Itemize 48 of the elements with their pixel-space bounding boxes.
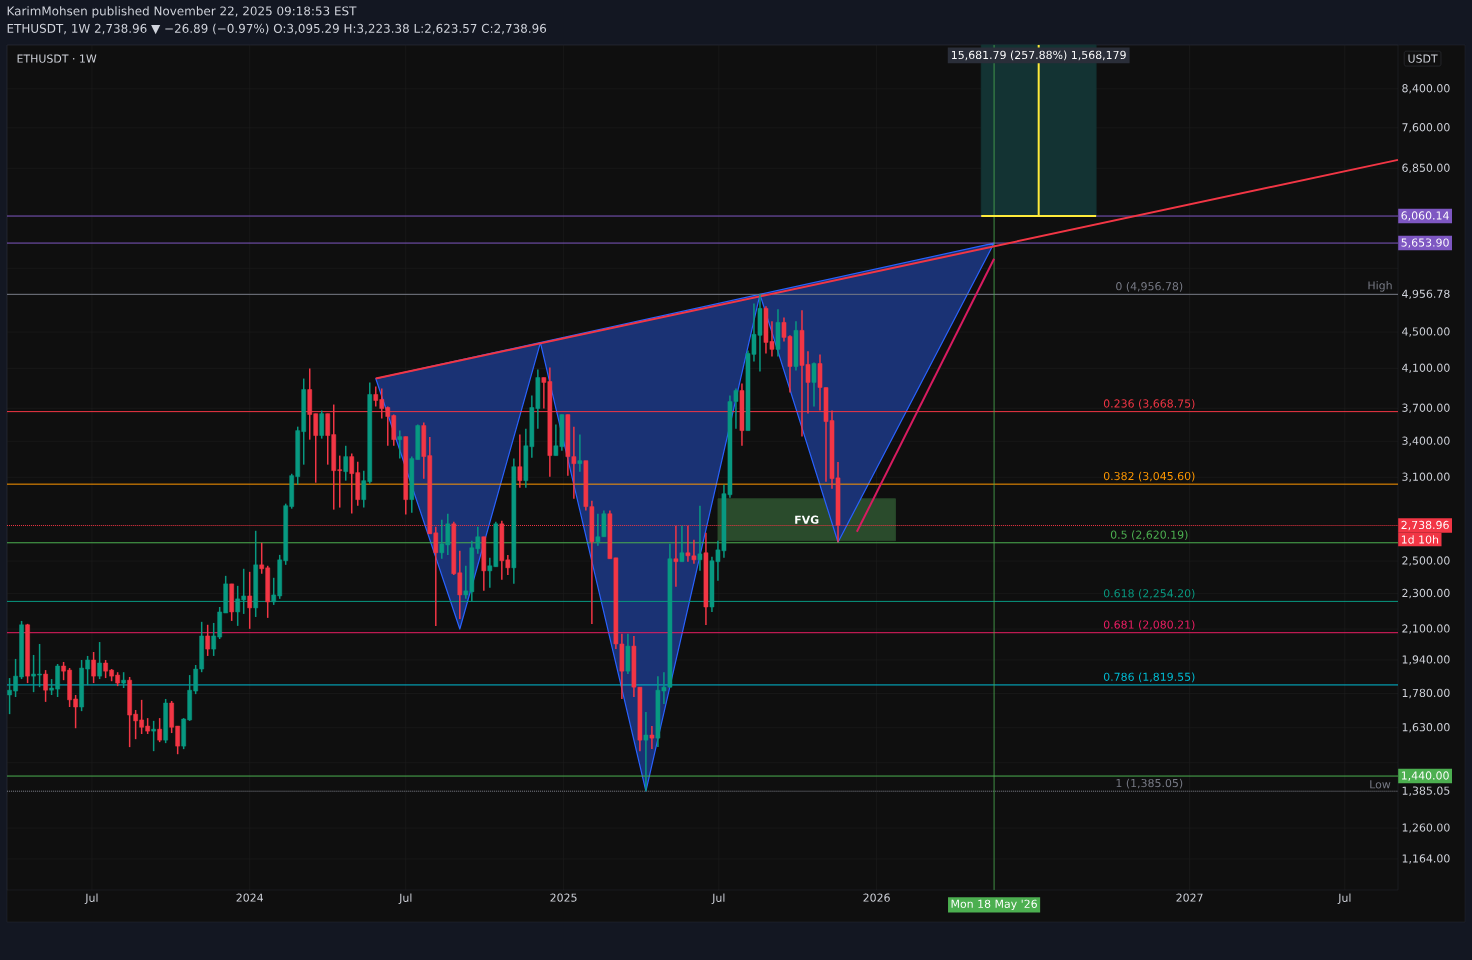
annotation: FVG bbox=[795, 515, 819, 524]
annotation: 15,681.79 (257.88%) 1,568,179 bbox=[951, 50, 1126, 61]
annotation: ETHUSDT · 1W bbox=[17, 54, 97, 63]
chart-title: KarimMohsen published November 22, 2025 09:18:53 EST bbox=[7, 6, 357, 18]
x-tick-label: Jul bbox=[398, 893, 412, 904]
x-tick-label: 2025 bbox=[550, 893, 577, 902]
y-tick-label: 8,400.00 bbox=[1402, 84, 1450, 94]
x-tick-label: Jul bbox=[1337, 893, 1351, 904]
ref-line-label: 6,060.14 bbox=[1401, 211, 1449, 221]
x-tick-label: Jul bbox=[84, 893, 98, 904]
y-tick-label: 4,500.00 bbox=[1402, 327, 1450, 337]
annotation: 0 (4,956.78) bbox=[1116, 281, 1183, 292]
x-tick-label: 2027 bbox=[1176, 893, 1203, 902]
ref-line-label: 2,738.96 bbox=[1401, 520, 1449, 531]
y-tick-label: 1,260.00 bbox=[1402, 823, 1450, 833]
ref-line-label: 1,440.00 bbox=[1401, 771, 1449, 781]
y-tick-label: 2,500.00 bbox=[1402, 556, 1450, 566]
y-tick-label: 3,100.00 bbox=[1402, 472, 1450, 482]
annotation: 0.681 (2,080.21) bbox=[1103, 620, 1195, 630]
annotation: 0.382 (3,045.60) bbox=[1103, 471, 1195, 482]
y-tick-label: 1,940.00 bbox=[1402, 655, 1450, 665]
y-tick-label: 7,600.00 bbox=[1402, 123, 1450, 133]
y-tick-label: 6,850.00 bbox=[1402, 163, 1450, 174]
y-tick-label: 1,385.05 bbox=[1402, 786, 1450, 796]
y-tick-label: 4,956.78 bbox=[1402, 289, 1450, 300]
annotation: 0.618 (2,254.20) bbox=[1103, 588, 1195, 599]
annotation: High bbox=[1368, 281, 1392, 292]
y-tick-label: 1,164.00 bbox=[1402, 854, 1450, 864]
text: USDT bbox=[1408, 54, 1438, 63]
y-tick-label: 3,400.00 bbox=[1402, 436, 1450, 446]
y-tick-label: 1,630.00 bbox=[1402, 723, 1450, 733]
y-tick-label: 2,300.00 bbox=[1402, 588, 1450, 599]
chart-subtitle: ETHUSDT, 1W 2,738.96 ▼ −26.89 (−0.97%) O:3,095.29 H:3,223.38 L:2,623.57 C:2,738.96 bbox=[7, 23, 547, 35]
text: 1d 10h bbox=[1401, 535, 1439, 544]
annotation: 0.5 (2,620.19) bbox=[1110, 530, 1188, 541]
x-tick-label: 2024 bbox=[236, 893, 264, 902]
y-tick-label: 1,780.00 bbox=[1402, 688, 1450, 699]
annotation: Low bbox=[1370, 780, 1391, 789]
y-tick-label: 2,100.00 bbox=[1402, 624, 1450, 634]
ref-line-label: Mon 18 May '26 bbox=[951, 899, 1037, 911]
annotation: 1 (1,385.05) bbox=[1116, 778, 1183, 789]
x-tick-label: Jul bbox=[711, 893, 725, 904]
annotation: 0.236 (3,668.75) bbox=[1103, 399, 1195, 409]
annotation: 0.786 (1,819.55) bbox=[1103, 672, 1195, 683]
y-tick-label: 3,700.00 bbox=[1402, 403, 1450, 414]
y-tick-label: 4,100.00 bbox=[1402, 363, 1450, 373]
x-tick-label: 2026 bbox=[863, 893, 890, 902]
ref-line-label: 5,653.90 bbox=[1401, 238, 1449, 248]
